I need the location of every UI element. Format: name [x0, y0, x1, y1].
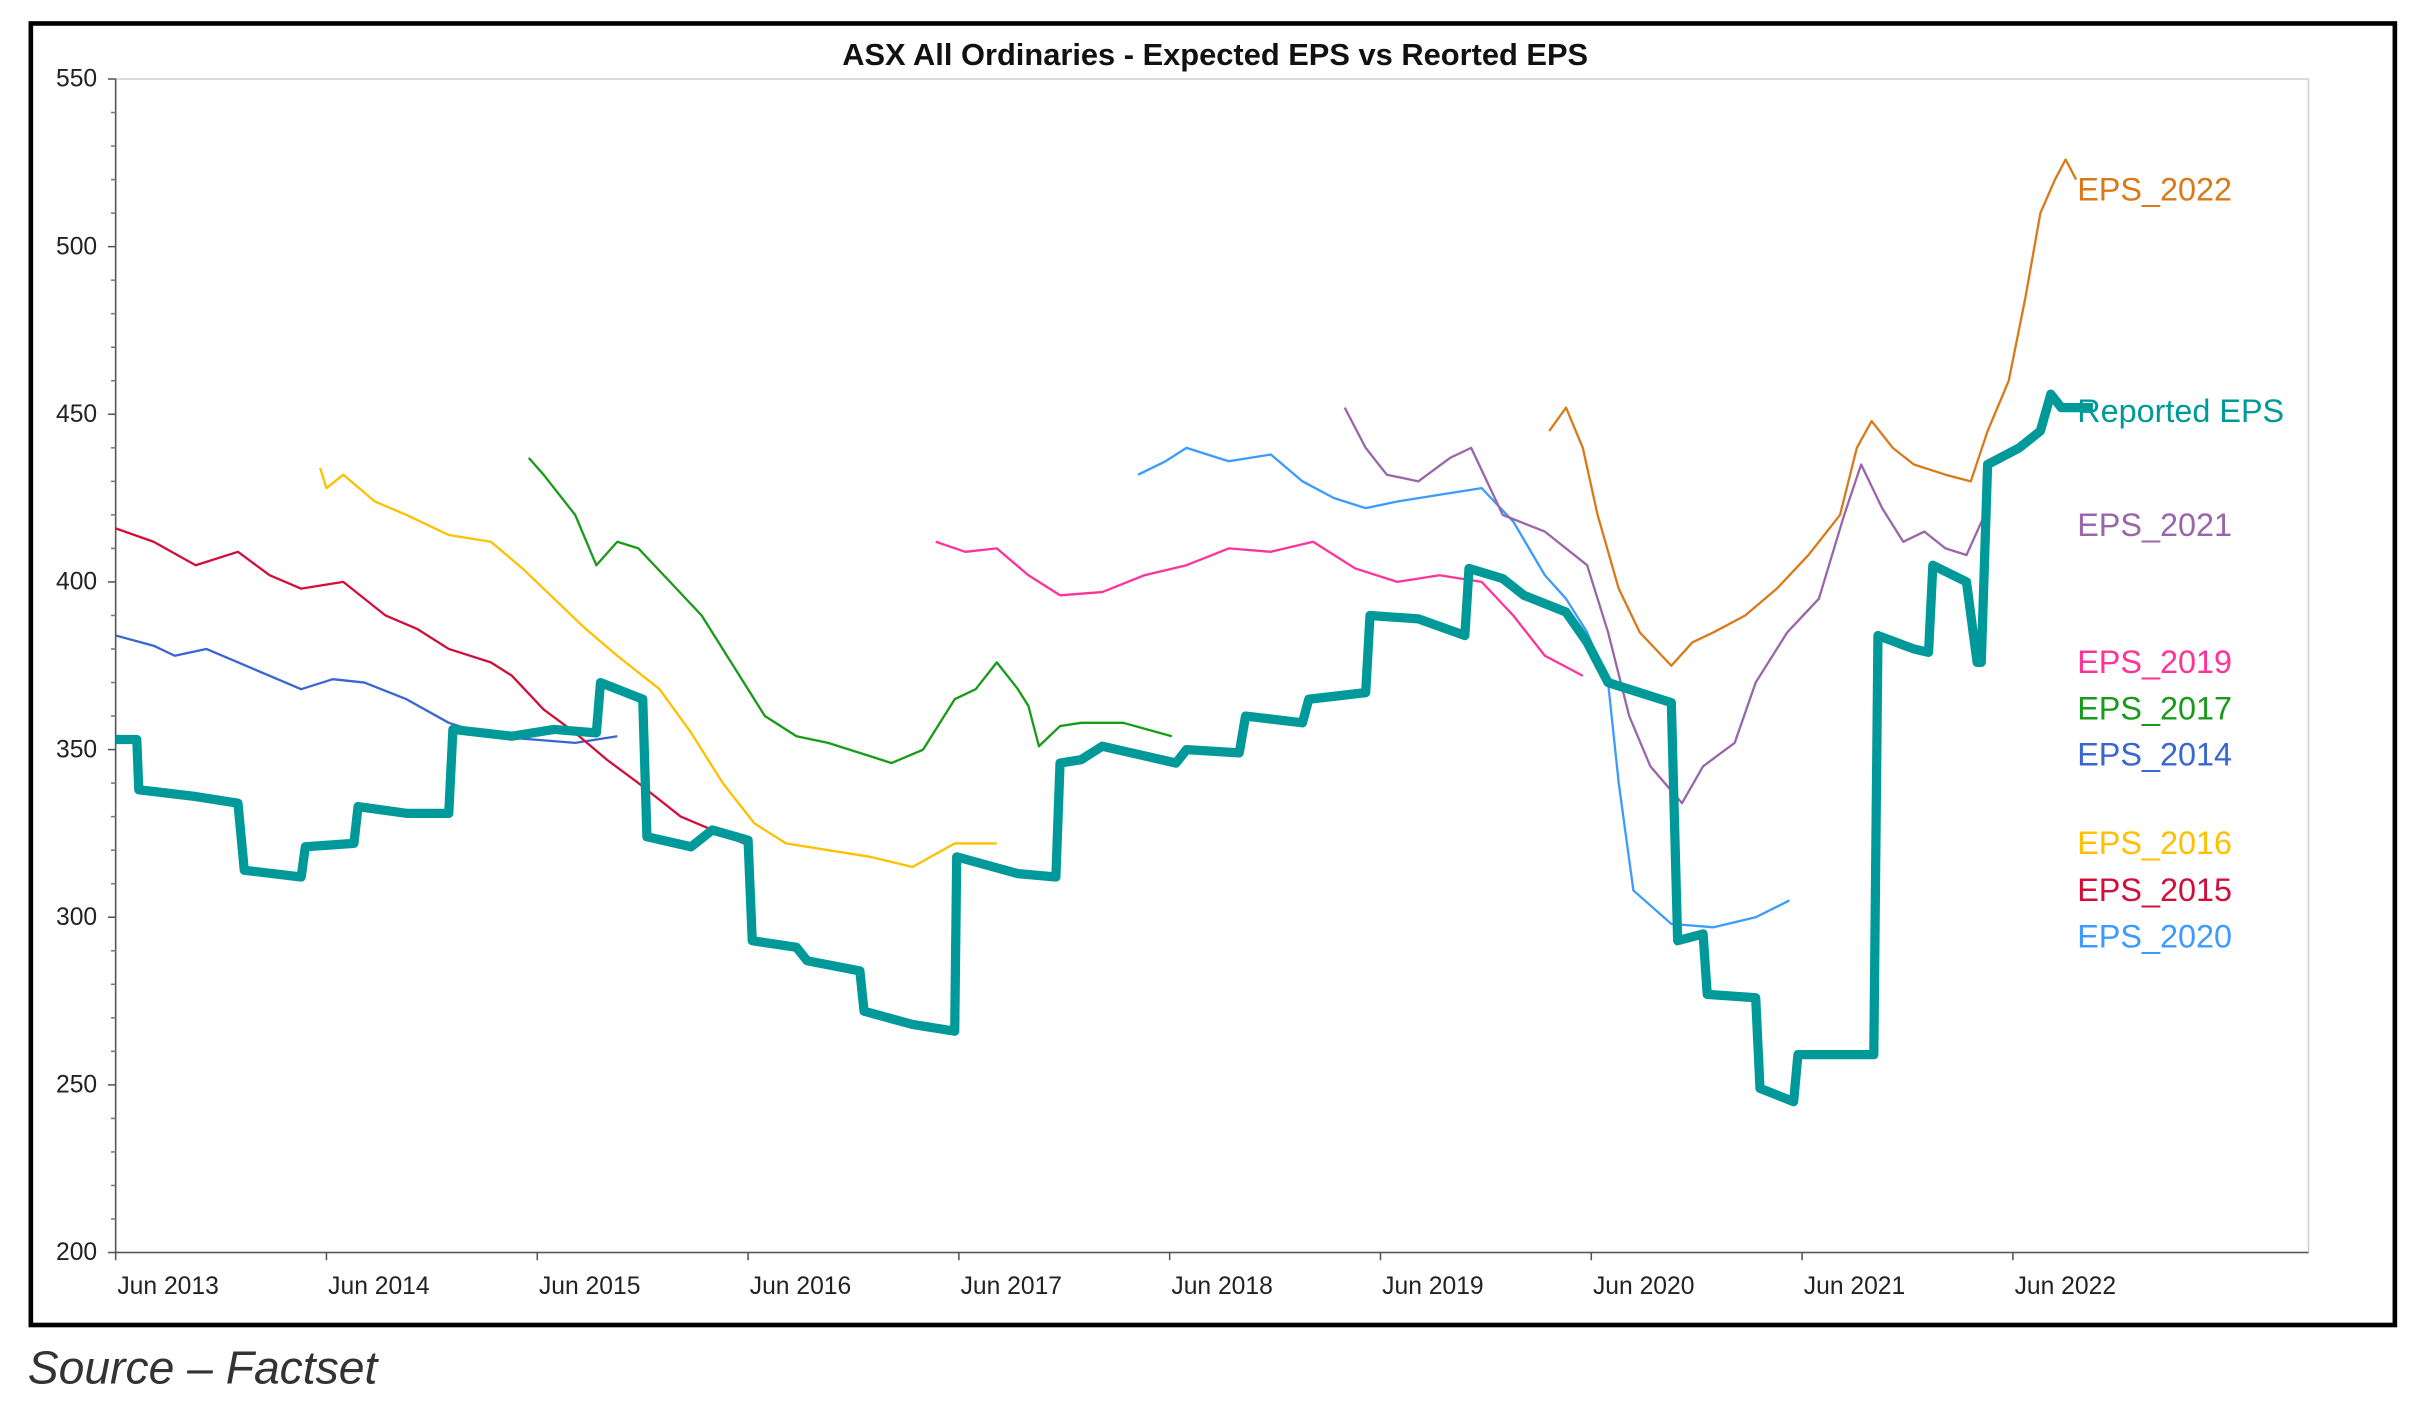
- y-tick-label: 400: [56, 569, 97, 596]
- series-line-eps_2016: [319, 467, 997, 869]
- series-line-reported-eps: [115, 389, 2093, 1107]
- series-label-eps_2015: EPS_2015: [2077, 872, 2232, 908]
- x-tick-label: Jun 2018: [1171, 1273, 1272, 1300]
- x-tick-label: Jun 2013: [117, 1273, 218, 1300]
- series-line-eps_2022: [1548, 158, 2078, 667]
- x-tick-label: Jun 2022: [2015, 1273, 2116, 1300]
- plot-area: [114, 78, 2310, 1254]
- series-label-eps_2017: EPS_2017: [2077, 690, 2232, 726]
- series-label-eps_2016: EPS_2016: [2077, 825, 2232, 861]
- y-tick-label: 550: [56, 66, 97, 93]
- x-tick-label: Jun 2015: [539, 1273, 640, 1300]
- x-tick-label: Jun 2014: [328, 1273, 429, 1300]
- y-tick-label: 250: [56, 1072, 97, 1099]
- y-tick-label: 300: [56, 904, 97, 931]
- series-line-eps_2019: [935, 540, 1584, 677]
- series-line-eps_2021: [1343, 407, 1989, 805]
- series-label-eps_2014: EPS_2014: [2077, 737, 2232, 773]
- x-tick-label: Jun 2017: [961, 1273, 1062, 1300]
- chart-title: ASX All Ordinaries - Expected EPS vs Reo…: [842, 37, 1588, 72]
- y-tick-label: 350: [56, 736, 97, 763]
- series-label-eps_2019: EPS_2019: [2077, 644, 2232, 680]
- x-tick-label: Jun 2016: [750, 1273, 851, 1300]
- series-line-eps_2015: [115, 527, 745, 845]
- series-label-eps_2020: EPS_2020: [2077, 919, 2232, 955]
- series-line-eps_2017: [527, 457, 1173, 765]
- y-tick-label: 450: [56, 401, 97, 428]
- chart-frame: [28, 21, 2398, 1328]
- series-label-reported-eps: Reported EPS: [2077, 393, 2284, 429]
- source-note: Source – Factset: [28, 1342, 380, 1394]
- x-tick-label: Jun 2019: [1382, 1273, 1483, 1300]
- x-tick-label: Jun 2020: [1593, 1273, 1694, 1300]
- series-label-eps_2022: EPS_2022: [2077, 172, 2232, 208]
- y-tick-label: 200: [56, 1239, 97, 1266]
- x-tick-label: Jun 2021: [1804, 1273, 1905, 1300]
- y-tick-label: 500: [56, 233, 97, 260]
- series-label-eps_2021: EPS_2021: [2077, 507, 2232, 543]
